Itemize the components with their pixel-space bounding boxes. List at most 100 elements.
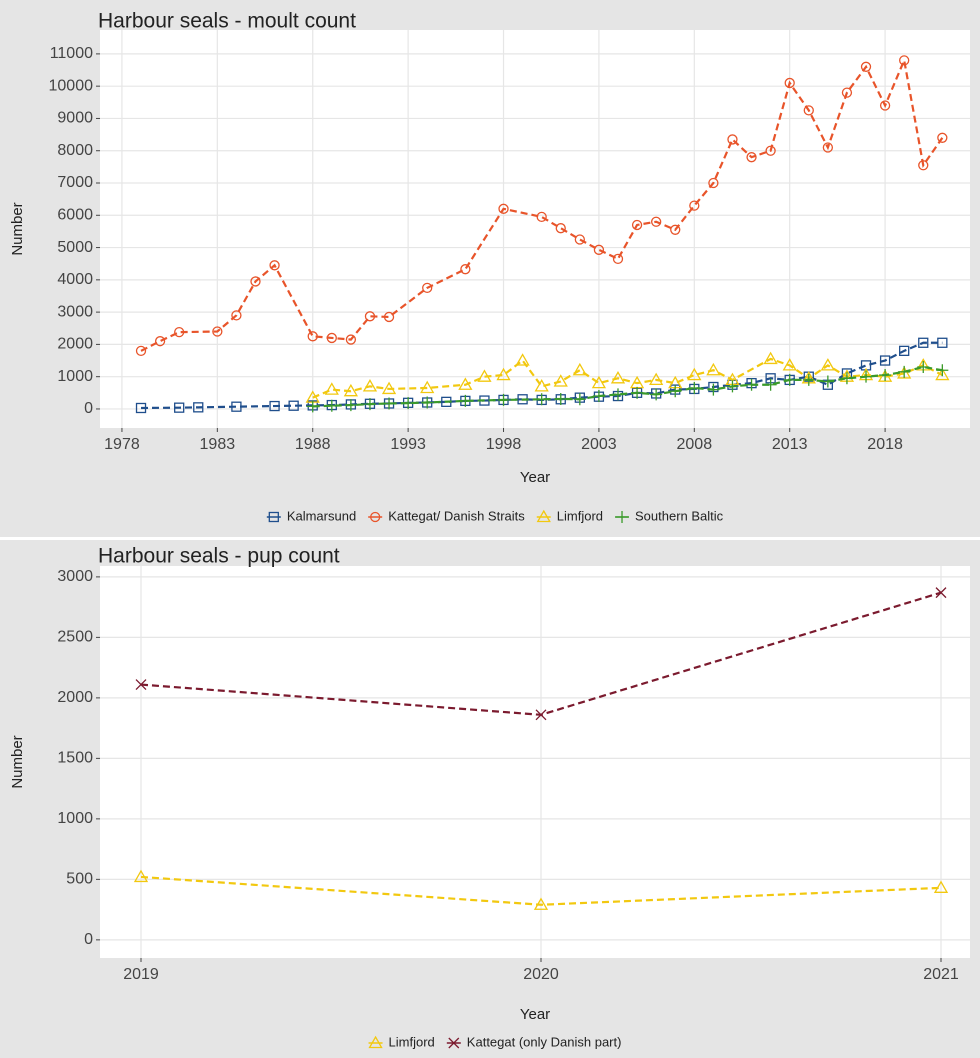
y-tick-label: 1500 bbox=[57, 750, 93, 767]
marker bbox=[610, 370, 626, 384]
marker bbox=[498, 203, 509, 214]
marker bbox=[897, 366, 912, 379]
x-tick-label: 2019 bbox=[123, 966, 159, 983]
marker bbox=[802, 373, 815, 386]
marker bbox=[935, 367, 950, 381]
marker bbox=[554, 392, 567, 405]
marker bbox=[268, 511, 279, 523]
marker bbox=[763, 351, 778, 365]
marker bbox=[363, 398, 376, 411]
marker bbox=[135, 679, 147, 691]
marker bbox=[708, 177, 719, 189]
marker bbox=[592, 390, 605, 403]
marker bbox=[899, 55, 910, 66]
y-tick-label: 7000 bbox=[57, 174, 93, 191]
marker bbox=[572, 362, 587, 376]
marker bbox=[459, 394, 472, 407]
legend-label: Limfjord bbox=[389, 1034, 435, 1049]
marker bbox=[212, 326, 223, 337]
marker bbox=[784, 77, 795, 89]
marker bbox=[689, 200, 700, 211]
x-axis-label: Year bbox=[520, 1006, 550, 1023]
y-tick-label: 6000 bbox=[57, 207, 93, 224]
marker bbox=[420, 380, 435, 394]
x-tick-label: 1983 bbox=[200, 436, 236, 453]
marker bbox=[898, 365, 911, 378]
marker bbox=[383, 311, 395, 323]
marker bbox=[324, 382, 339, 395]
marker bbox=[937, 337, 948, 348]
marker bbox=[368, 1035, 383, 1049]
marker bbox=[764, 378, 777, 391]
y-tick-label: 2000 bbox=[57, 689, 93, 706]
marker bbox=[574, 234, 585, 245]
marker bbox=[616, 511, 629, 523]
marker bbox=[935, 587, 947, 599]
marker bbox=[306, 400, 319, 413]
marker bbox=[193, 402, 204, 413]
marker bbox=[135, 345, 147, 357]
x-axis-label: Year bbox=[520, 469, 550, 486]
marker bbox=[133, 869, 149, 883]
marker bbox=[936, 364, 949, 377]
y-tick-label: 0 bbox=[84, 931, 93, 948]
marker bbox=[343, 383, 359, 397]
marker bbox=[448, 1037, 460, 1049]
x-tick-label: 2021 bbox=[923, 966, 959, 983]
marker bbox=[860, 370, 873, 383]
marker bbox=[651, 216, 662, 227]
marker bbox=[326, 332, 337, 344]
marker bbox=[307, 331, 318, 342]
marker bbox=[879, 100, 891, 111]
marker bbox=[458, 377, 473, 390]
marker bbox=[535, 393, 548, 406]
marker bbox=[231, 310, 242, 321]
marker bbox=[841, 87, 853, 98]
marker bbox=[879, 369, 892, 382]
marker bbox=[174, 402, 185, 413]
marker bbox=[631, 219, 643, 231]
marker bbox=[879, 355, 891, 366]
marker bbox=[362, 379, 378, 392]
marker bbox=[370, 511, 381, 523]
marker bbox=[727, 134, 738, 145]
marker bbox=[726, 380, 739, 393]
marker bbox=[402, 397, 415, 410]
marker bbox=[536, 211, 547, 223]
marker bbox=[174, 326, 185, 338]
y-axis-label: Number bbox=[9, 202, 26, 255]
marker bbox=[649, 372, 664, 386]
y-tick-label: 5000 bbox=[57, 239, 93, 256]
marker bbox=[820, 358, 835, 371]
marker bbox=[555, 223, 566, 234]
marker bbox=[670, 224, 681, 235]
marker bbox=[707, 383, 720, 396]
x-tick-label: 1988 bbox=[295, 436, 331, 453]
legend-label: Limfjord bbox=[557, 508, 603, 523]
marker bbox=[746, 152, 757, 163]
y-tick-label: 4000 bbox=[57, 271, 93, 288]
marker bbox=[325, 399, 338, 412]
marker bbox=[496, 367, 511, 381]
marker bbox=[269, 400, 280, 412]
marker bbox=[782, 358, 797, 371]
x-tick-label: 2013 bbox=[772, 436, 808, 453]
marker bbox=[745, 378, 758, 391]
series-line bbox=[140, 875, 942, 906]
legend-label: Kattegat/ Danish Straits bbox=[388, 508, 525, 523]
marker bbox=[650, 388, 663, 401]
y-tick-label: 3000 bbox=[57, 303, 93, 320]
legend: Kalmarsund Kattegat/ Danish Straits Limfjo… bbox=[266, 508, 724, 523]
y-tick-label: 1000 bbox=[57, 368, 93, 385]
x-tick-label: 1978 bbox=[104, 436, 140, 453]
y-tick-label: 2500 bbox=[57, 629, 93, 646]
marker bbox=[381, 381, 397, 395]
legend-label: Kalmarsund bbox=[287, 508, 356, 523]
y-tick-label: 2000 bbox=[57, 336, 93, 353]
plot-area bbox=[100, 566, 970, 958]
marker bbox=[345, 334, 357, 345]
marker bbox=[135, 402, 147, 414]
marker bbox=[515, 353, 530, 366]
marker bbox=[553, 374, 568, 387]
